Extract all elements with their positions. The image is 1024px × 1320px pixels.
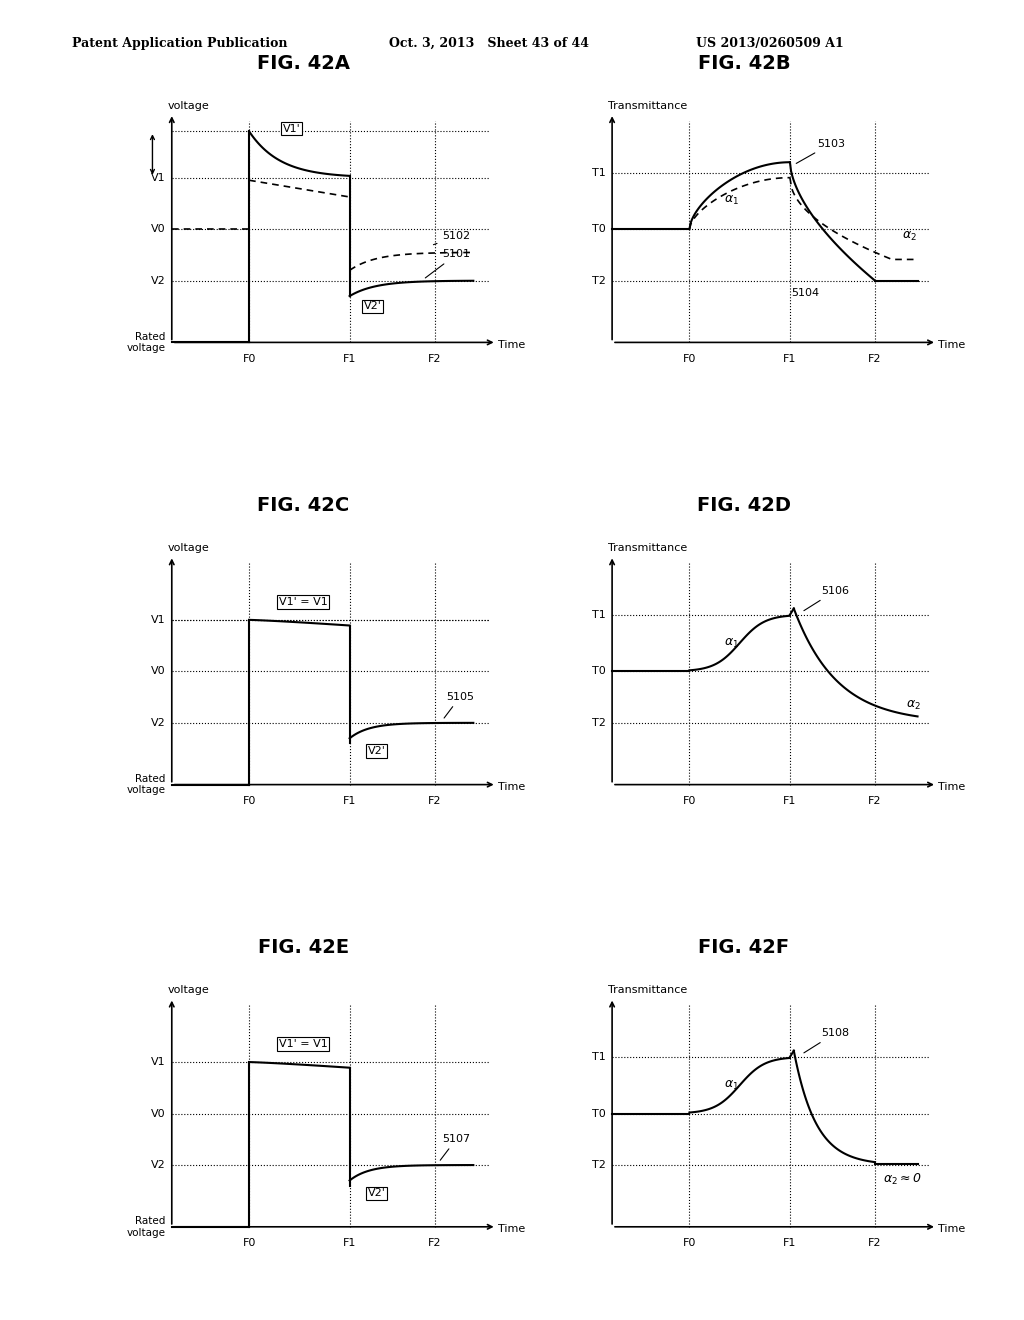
Text: Time: Time <box>938 1225 966 1234</box>
Text: F2: F2 <box>868 796 882 807</box>
Text: voltage: voltage <box>168 100 210 111</box>
Text: Time: Time <box>498 341 525 350</box>
Text: FIG. 42B: FIG. 42B <box>697 54 791 73</box>
Text: $\alpha_2$$\approx$0: $\alpha_2$$\approx$0 <box>883 1172 922 1187</box>
Text: Transmittance: Transmittance <box>608 985 687 995</box>
Text: F1: F1 <box>783 796 797 807</box>
Text: US 2013/0260509 A1: US 2013/0260509 A1 <box>696 37 844 50</box>
Text: T0: T0 <box>592 224 606 234</box>
Text: Rated
voltage: Rated voltage <box>127 1216 166 1238</box>
Text: voltage: voltage <box>168 985 210 995</box>
Text: F0: F0 <box>683 796 696 807</box>
Text: V1': V1' <box>283 124 300 133</box>
Text: Transmittance: Transmittance <box>608 100 687 111</box>
Text: V2': V2' <box>368 746 386 756</box>
Text: V1' = V1: V1' = V1 <box>279 597 328 607</box>
Text: T2: T2 <box>592 1160 606 1170</box>
Text: V1: V1 <box>151 615 166 624</box>
Text: V2': V2' <box>368 1188 386 1199</box>
Text: V2: V2 <box>151 276 166 285</box>
Text: 5101: 5101 <box>425 249 470 279</box>
Text: V2: V2 <box>151 718 166 727</box>
Text: F1: F1 <box>343 796 356 807</box>
Text: $\alpha_1$: $\alpha_1$ <box>724 194 739 207</box>
Text: V0: V0 <box>151 667 166 676</box>
Text: F2: F2 <box>428 1238 441 1249</box>
Text: V2': V2' <box>364 301 382 312</box>
Text: T0: T0 <box>592 1109 606 1118</box>
Text: Time: Time <box>938 783 966 792</box>
Text: F0: F0 <box>243 1238 256 1249</box>
Text: F0: F0 <box>243 796 256 807</box>
Text: 5106: 5106 <box>804 586 849 611</box>
Text: T2: T2 <box>592 718 606 727</box>
Text: V2: V2 <box>151 1160 166 1170</box>
Text: V1: V1 <box>151 1057 166 1067</box>
Text: V0: V0 <box>151 224 166 234</box>
Text: F0: F0 <box>243 354 256 364</box>
Text: Rated
voltage: Rated voltage <box>127 774 166 796</box>
Text: Oct. 3, 2013   Sheet 43 of 44: Oct. 3, 2013 Sheet 43 of 44 <box>389 37 589 50</box>
Text: V1: V1 <box>151 173 166 182</box>
Text: FIG. 42C: FIG. 42C <box>257 496 350 515</box>
Text: F1: F1 <box>343 354 356 364</box>
Text: FIG. 42D: FIG. 42D <box>697 496 791 515</box>
Text: T1: T1 <box>592 610 606 619</box>
Text: T1: T1 <box>592 168 606 177</box>
Text: Transmittance: Transmittance <box>608 543 687 553</box>
Text: F1: F1 <box>783 354 797 364</box>
Text: F1: F1 <box>783 1238 797 1249</box>
Text: V1' = V1: V1' = V1 <box>279 1039 328 1049</box>
Text: 5108: 5108 <box>804 1028 849 1053</box>
Text: 5107: 5107 <box>440 1134 471 1160</box>
Text: FIG. 42F: FIG. 42F <box>698 939 790 957</box>
Text: F1: F1 <box>343 1238 356 1249</box>
Text: $\alpha_2$: $\alpha_2$ <box>906 698 921 711</box>
Text: F2: F2 <box>868 354 882 364</box>
Text: $\alpha_1$: $\alpha_1$ <box>724 1078 739 1092</box>
Text: Time: Time <box>938 341 966 350</box>
Text: Rated
voltage: Rated voltage <box>127 331 166 354</box>
Text: 5105: 5105 <box>444 692 474 718</box>
Text: $\alpha_1$: $\alpha_1$ <box>724 636 739 649</box>
Text: Patent Application Publication: Patent Application Publication <box>72 37 287 50</box>
Text: F0: F0 <box>683 354 696 364</box>
Text: F2: F2 <box>428 354 441 364</box>
Text: 5104: 5104 <box>792 288 819 298</box>
Text: Time: Time <box>498 1225 525 1234</box>
Text: FIG. 42E: FIG. 42E <box>258 939 349 957</box>
Text: V0: V0 <box>151 1109 166 1118</box>
Text: T0: T0 <box>592 667 606 676</box>
Text: Time: Time <box>498 783 525 792</box>
Text: 5103: 5103 <box>797 139 845 164</box>
Text: F2: F2 <box>428 796 441 807</box>
Text: T2: T2 <box>592 276 606 285</box>
Text: T1: T1 <box>592 1052 606 1061</box>
Text: F2: F2 <box>868 1238 882 1249</box>
Text: $\alpha_2$: $\alpha_2$ <box>902 230 916 243</box>
Text: voltage: voltage <box>168 543 210 553</box>
Text: FIG. 42A: FIG. 42A <box>257 54 350 73</box>
Text: 5102: 5102 <box>433 231 471 244</box>
Text: F0: F0 <box>683 1238 696 1249</box>
